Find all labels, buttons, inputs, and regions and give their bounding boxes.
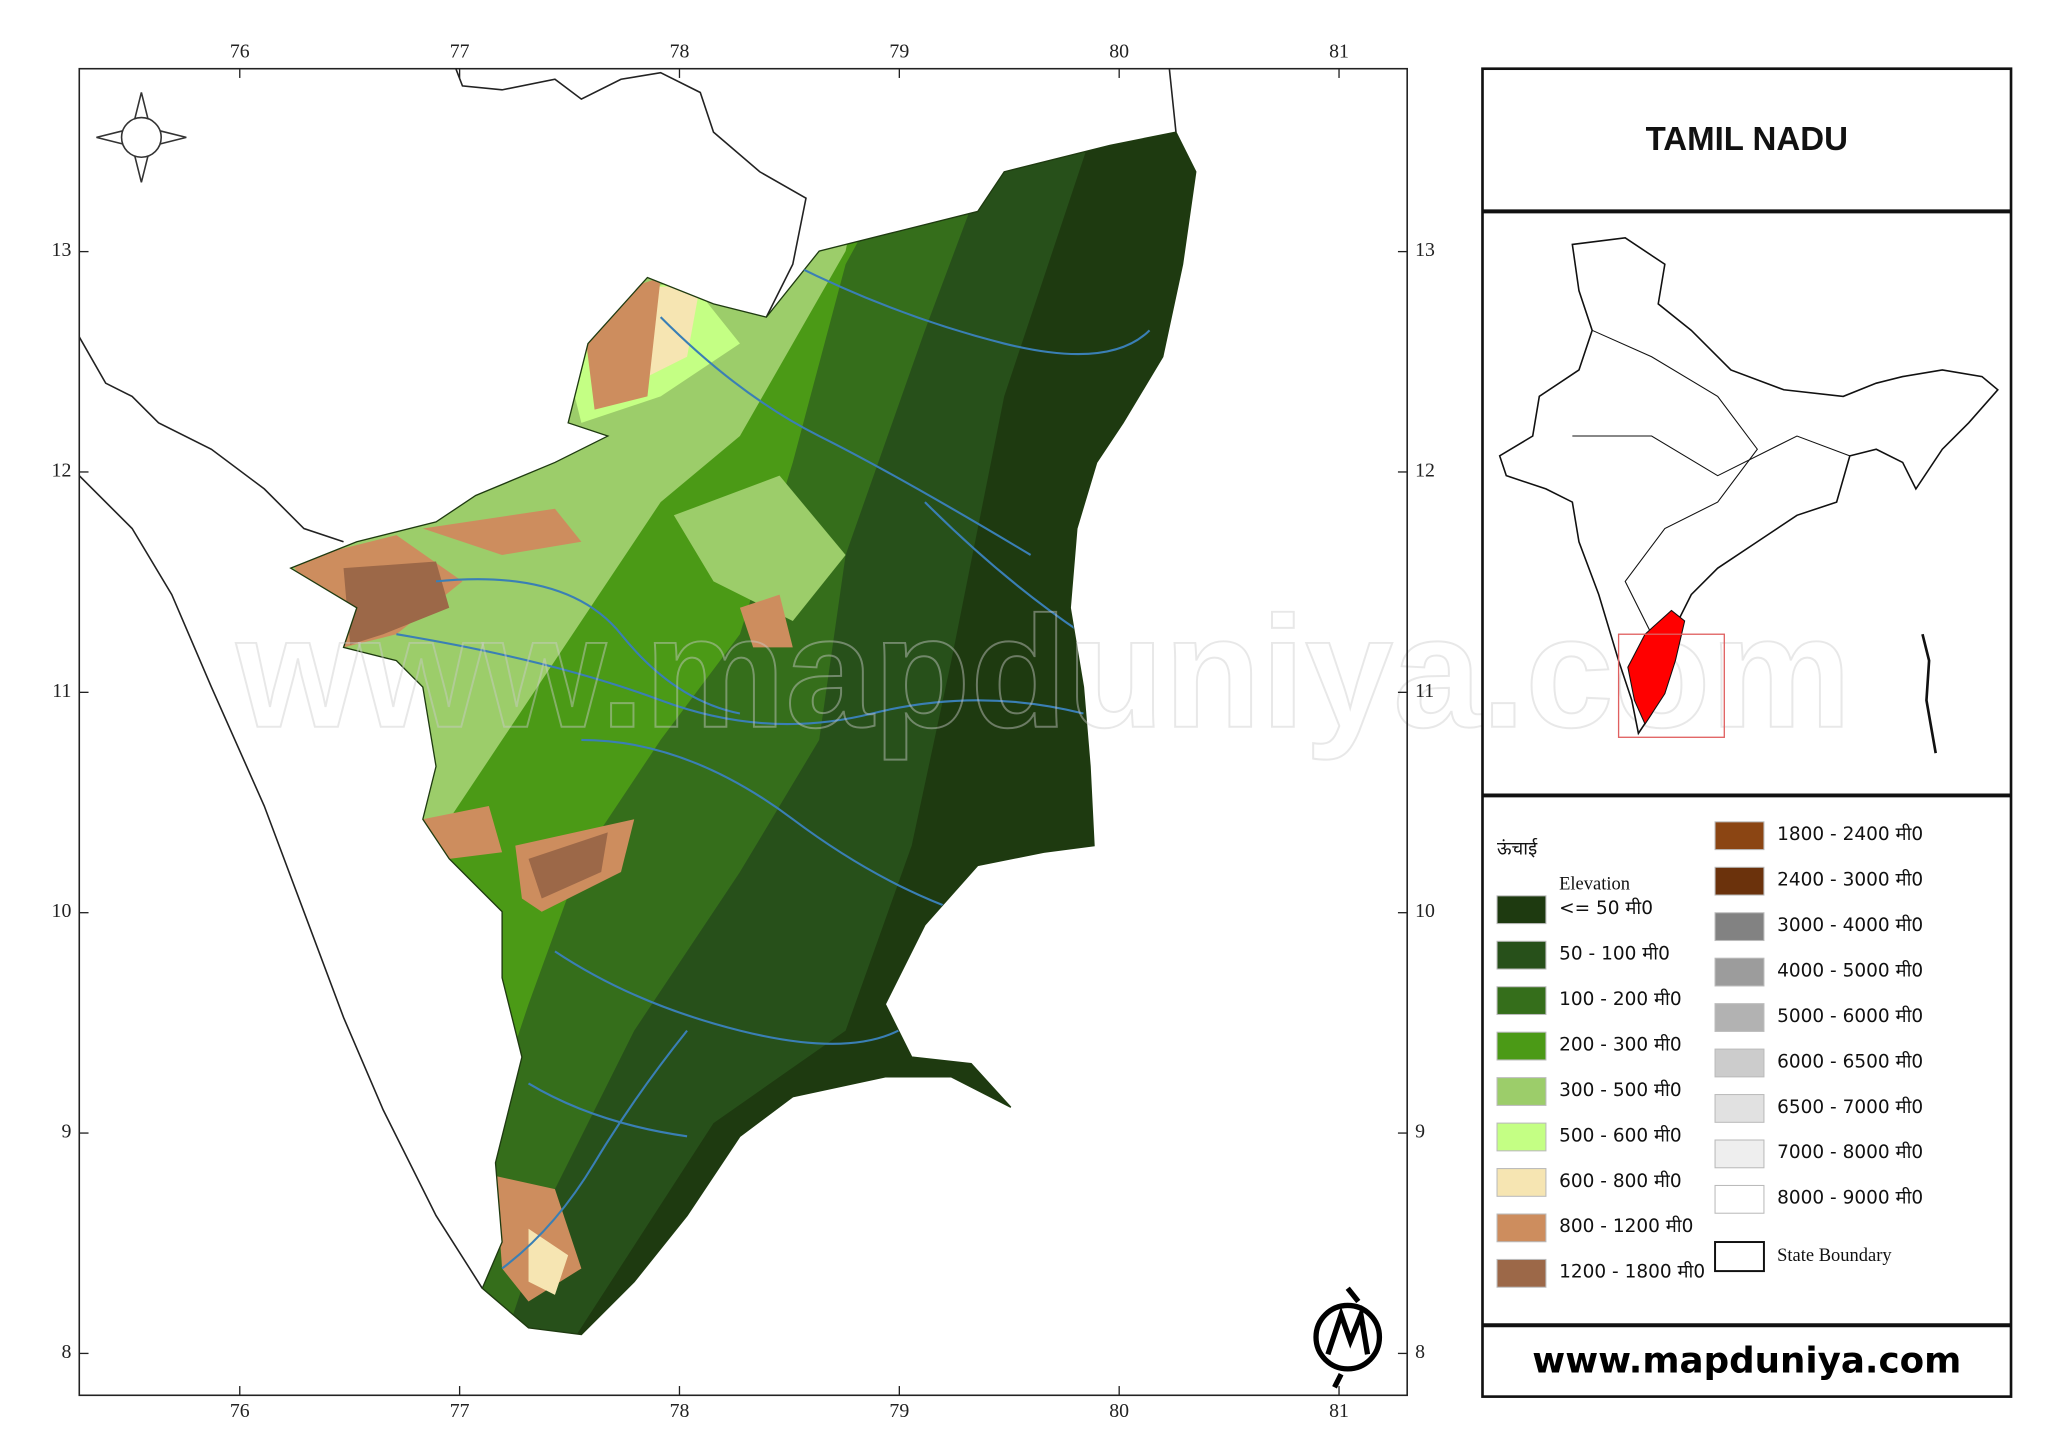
legend-label: 7000 - 8000 मी0	[1777, 1141, 1923, 1163]
map-frame	[78, 67, 1408, 1397]
legend-label: 8000 - 9000 मी0	[1777, 1187, 1923, 1209]
logo	[1313, 1286, 1383, 1389]
legend-swatch	[1496, 1077, 1547, 1106]
legend-label: 1800 - 2400 मी0	[1777, 823, 1923, 845]
lat-tick-label: 12	[1415, 460, 1435, 482]
layout: www.mapduniya.com 7676777778787979808081…	[52, 40, 2013, 1422]
legend-label: 300 - 500 मी0	[1559, 1079, 1681, 1101]
legend-label: State Boundary	[1777, 1245, 1892, 1265]
lon-tick-label: 78	[670, 1400, 690, 1422]
legend-swatch	[1496, 1168, 1547, 1197]
relief-layer	[528, 832, 608, 899]
lon-tick-label: 76	[230, 40, 250, 62]
lat-tick-label: 12	[52, 460, 72, 482]
legend-swatch	[1714, 1048, 1765, 1078]
legend-swatch	[1496, 1258, 1547, 1288]
lat-tick-label: 11	[1415, 680, 1434, 702]
legend-label: 100 - 200 मी0	[1559, 988, 1681, 1010]
legend-swatch	[1714, 866, 1765, 896]
lon-tick-label: 77	[450, 1400, 470, 1422]
relief-layer	[422, 805, 503, 859]
legend-swatch	[1496, 986, 1547, 1016]
legend-swatch	[1496, 1213, 1547, 1243]
legend-label: 500 - 600 मी0	[1559, 1124, 1681, 1146]
legend-swatch	[1714, 1003, 1765, 1032]
lon-tick-label: 81	[1329, 40, 1349, 62]
lat-tick-label: 10	[52, 900, 72, 922]
state-boundary	[289, 131, 1197, 1336]
map-title: TAMIL NADU	[1646, 120, 1848, 157]
lon-tick-label: 80	[1109, 40, 1129, 62]
legend-label: 800 - 1200 मी0	[1559, 1215, 1693, 1237]
lat-tick-label: 13	[1415, 239, 1435, 261]
lon-tick-label: 79	[889, 1400, 909, 1422]
lon-tick-label: 81	[1329, 1400, 1349, 1422]
lat-tick-label: 13	[52, 239, 72, 261]
neighbour-boundaries	[78, 68, 1177, 1289]
compass	[96, 92, 187, 183]
lon-tick-label: 77	[450, 40, 470, 62]
lat-tick-label: 9	[1415, 1121, 1425, 1143]
legend-swatch	[1714, 1094, 1765, 1123]
legend-label: <= 50 मी0	[1559, 897, 1653, 919]
lon-tick-label: 78	[670, 40, 690, 62]
rivers	[396, 263, 1151, 1270]
relief-layer	[739, 594, 793, 648]
side-panel	[1481, 67, 2013, 1398]
legend-label: 4000 - 5000 मी0	[1777, 959, 1923, 981]
legend-swatch	[1496, 1031, 1547, 1061]
legend-label: 6500 - 7000 मी0	[1777, 1096, 1923, 1118]
lon-tick-label: 79	[889, 40, 909, 62]
legend-swatch	[1714, 957, 1765, 987]
legend-swatch	[1496, 1122, 1547, 1152]
legend-label: 600 - 800 मी0	[1559, 1170, 1681, 1192]
legend-swatch	[1714, 1241, 1765, 1273]
lon-tick-label: 80	[1109, 1400, 1129, 1422]
legend-swatch	[1714, 821, 1765, 851]
graticule: 76 76 77 77 78 78 79 79 80 80 81 81 8 8 9 9 10 10 11 11 12 12…	[52, 40, 1435, 1422]
website: www.mapduniya.com	[1532, 1340, 1961, 1381]
legend: <= 50 मी0 50 - 100 मी0 100 - 200 मी0 200 - …	[1496, 821, 1923, 1288]
relief-layer	[343, 561, 450, 645]
legend-label: 1200 - 1800 मी0	[1559, 1261, 1705, 1283]
lat-tick-label: 11	[52, 680, 71, 702]
lat-tick-label: 9	[61, 1121, 71, 1143]
lat-tick-label: 8	[61, 1341, 71, 1363]
legend-swatch	[1496, 940, 1547, 970]
legend-subheading: Elevation	[1559, 874, 1630, 894]
legend-swatch	[1714, 1184, 1765, 1214]
legend-heading: ऊंचाई	[1497, 838, 1538, 860]
legend-swatch	[1496, 895, 1547, 925]
legend-label: 50 - 100 मी0	[1559, 943, 1670, 965]
lat-tick-label: 10	[1415, 900, 1435, 922]
relief-layer	[422, 508, 582, 555]
legend-label: 200 - 300 मी0	[1559, 1033, 1681, 1055]
lon-tick-label: 76	[230, 1400, 250, 1422]
india-inset	[1498, 237, 1999, 754]
legend-swatch	[1714, 1139, 1765, 1169]
legend-label: 6000 - 6500 मी0	[1777, 1050, 1923, 1072]
legend-label: 3000 - 4000 मी0	[1777, 914, 1923, 936]
relief-layer	[673, 475, 846, 622]
lat-tick-label: 8	[1415, 1341, 1425, 1363]
relief-layer	[528, 1228, 569, 1295]
legend-label: 5000 - 6000 मी0	[1777, 1005, 1923, 1027]
legend-label: 2400 - 3000 मी0	[1777, 869, 1923, 891]
watermark: www.mapduniya.com	[235, 583, 1851, 761]
legend-swatch	[1714, 912, 1765, 942]
